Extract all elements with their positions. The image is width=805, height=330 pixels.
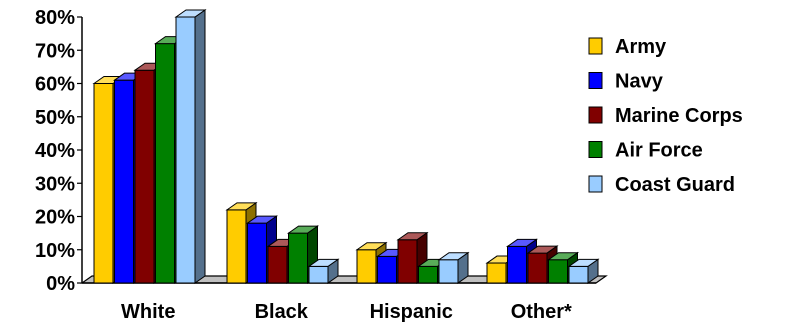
y-tick-label: 10% [35, 240, 75, 262]
bar-front [155, 43, 175, 284]
bar-top [245, 215, 279, 224]
bar-top [307, 258, 340, 267]
bar-front [486, 262, 507, 284]
bar [437, 251, 470, 284]
bar-front [175, 16, 196, 284]
legend-label: Coast Guard [615, 174, 735, 196]
bar-front [548, 259, 568, 284]
bar-front [377, 255, 397, 284]
bar-front [247, 222, 267, 284]
category-label: Other* [511, 301, 572, 323]
bar-front [288, 232, 308, 284]
legend-item: Marine Corps [588, 105, 743, 127]
legend-swatch [588, 72, 603, 89]
bar-front [507, 245, 527, 284]
bar [396, 231, 429, 284]
bar-top [526, 245, 559, 254]
legend-swatch [588, 141, 603, 158]
legend-swatch [588, 175, 603, 193]
bar-front [568, 265, 589, 284]
bar-top [225, 202, 258, 211]
category-label: White [121, 301, 175, 323]
bar-top [567, 258, 600, 267]
legend-item: Coast Guard [588, 174, 735, 196]
bar-front [134, 69, 155, 284]
bar-front [356, 249, 377, 284]
bar-top [174, 9, 207, 18]
y-tick-label: 20% [35, 207, 75, 229]
category-label: Hispanic [370, 301, 453, 323]
bar-side [194, 9, 206, 284]
legend-item: Navy [588, 71, 664, 93]
legend-label: Navy [615, 71, 664, 93]
y-tick-label: 30% [35, 173, 75, 195]
legend-item: Army [588, 36, 667, 58]
bar-front [267, 245, 288, 284]
bar-top [546, 252, 580, 261]
legend-label: Army [615, 36, 667, 58]
bar-front [527, 252, 548, 284]
y-tick-label: 40% [35, 140, 75, 162]
legend-label: Air Force [615, 140, 703, 162]
y-tick-label: 50% [35, 107, 75, 129]
legend-swatch [588, 37, 603, 55]
y-tick-label: 0% [46, 273, 75, 295]
bar-front [418, 265, 438, 284]
y-tick-label: 80% [35, 7, 75, 29]
bar-top [437, 252, 470, 261]
category-label: Black [255, 301, 309, 323]
legend-swatch [588, 106, 603, 124]
y-tick-label: 60% [35, 74, 75, 96]
bar-top [505, 238, 539, 247]
legend-item: Air Force [588, 140, 703, 162]
bar-top [396, 232, 429, 241]
bar [174, 9, 207, 284]
y-tick-label: 70% [35, 40, 75, 62]
bar-front [226, 209, 247, 284]
bar-front [308, 265, 329, 284]
bar-front [114, 79, 134, 284]
bar-front [93, 83, 114, 284]
bar [567, 258, 600, 284]
bar [307, 258, 340, 284]
bar-top [355, 242, 388, 251]
bar-front [397, 239, 418, 284]
bar-front [438, 259, 459, 284]
bar-top [286, 225, 320, 234]
legend-label: Marine Corps [615, 105, 743, 127]
